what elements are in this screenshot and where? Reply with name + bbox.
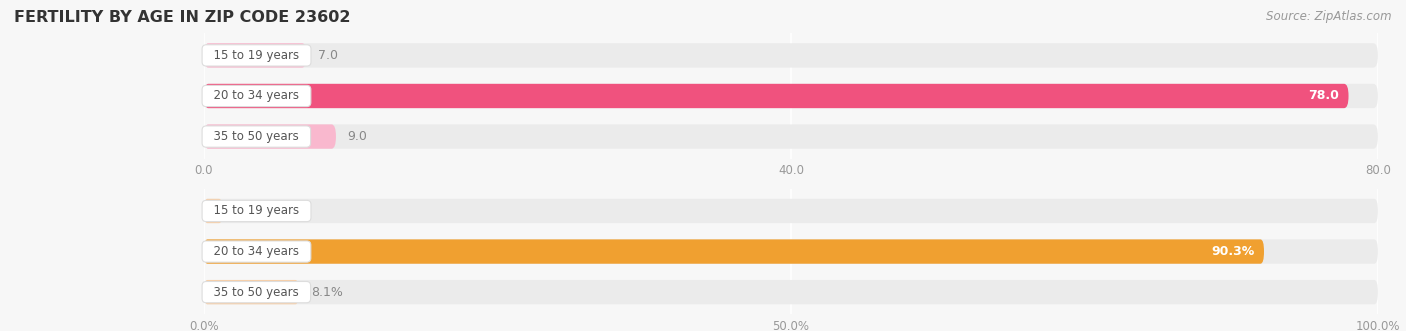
FancyBboxPatch shape [204, 239, 1378, 264]
Text: 78.0: 78.0 [1308, 89, 1339, 103]
Text: 8.1%: 8.1% [311, 286, 343, 299]
FancyBboxPatch shape [204, 84, 1378, 108]
FancyBboxPatch shape [204, 280, 299, 304]
Text: 35 to 50 years: 35 to 50 years [207, 130, 307, 143]
Text: 20 to 34 years: 20 to 34 years [207, 89, 307, 103]
Text: Source: ZipAtlas.com: Source: ZipAtlas.com [1267, 10, 1392, 23]
FancyBboxPatch shape [204, 84, 1348, 108]
FancyBboxPatch shape [204, 239, 1264, 264]
Text: 15 to 19 years: 15 to 19 years [207, 49, 307, 62]
Text: 1.6%: 1.6% [235, 205, 266, 217]
Text: 20 to 34 years: 20 to 34 years [207, 245, 307, 258]
FancyBboxPatch shape [204, 124, 336, 149]
FancyBboxPatch shape [204, 199, 222, 223]
Text: 7.0: 7.0 [318, 49, 339, 62]
Text: FERTILITY BY AGE IN ZIP CODE 23602: FERTILITY BY AGE IN ZIP CODE 23602 [14, 10, 350, 25]
Text: 90.3%: 90.3% [1212, 245, 1254, 258]
Text: 15 to 19 years: 15 to 19 years [207, 205, 307, 217]
FancyBboxPatch shape [204, 43, 307, 68]
FancyBboxPatch shape [204, 199, 1378, 223]
Text: 9.0: 9.0 [347, 130, 367, 143]
Text: 35 to 50 years: 35 to 50 years [207, 286, 307, 299]
FancyBboxPatch shape [204, 43, 1378, 68]
FancyBboxPatch shape [204, 280, 1378, 304]
FancyBboxPatch shape [204, 124, 1378, 149]
